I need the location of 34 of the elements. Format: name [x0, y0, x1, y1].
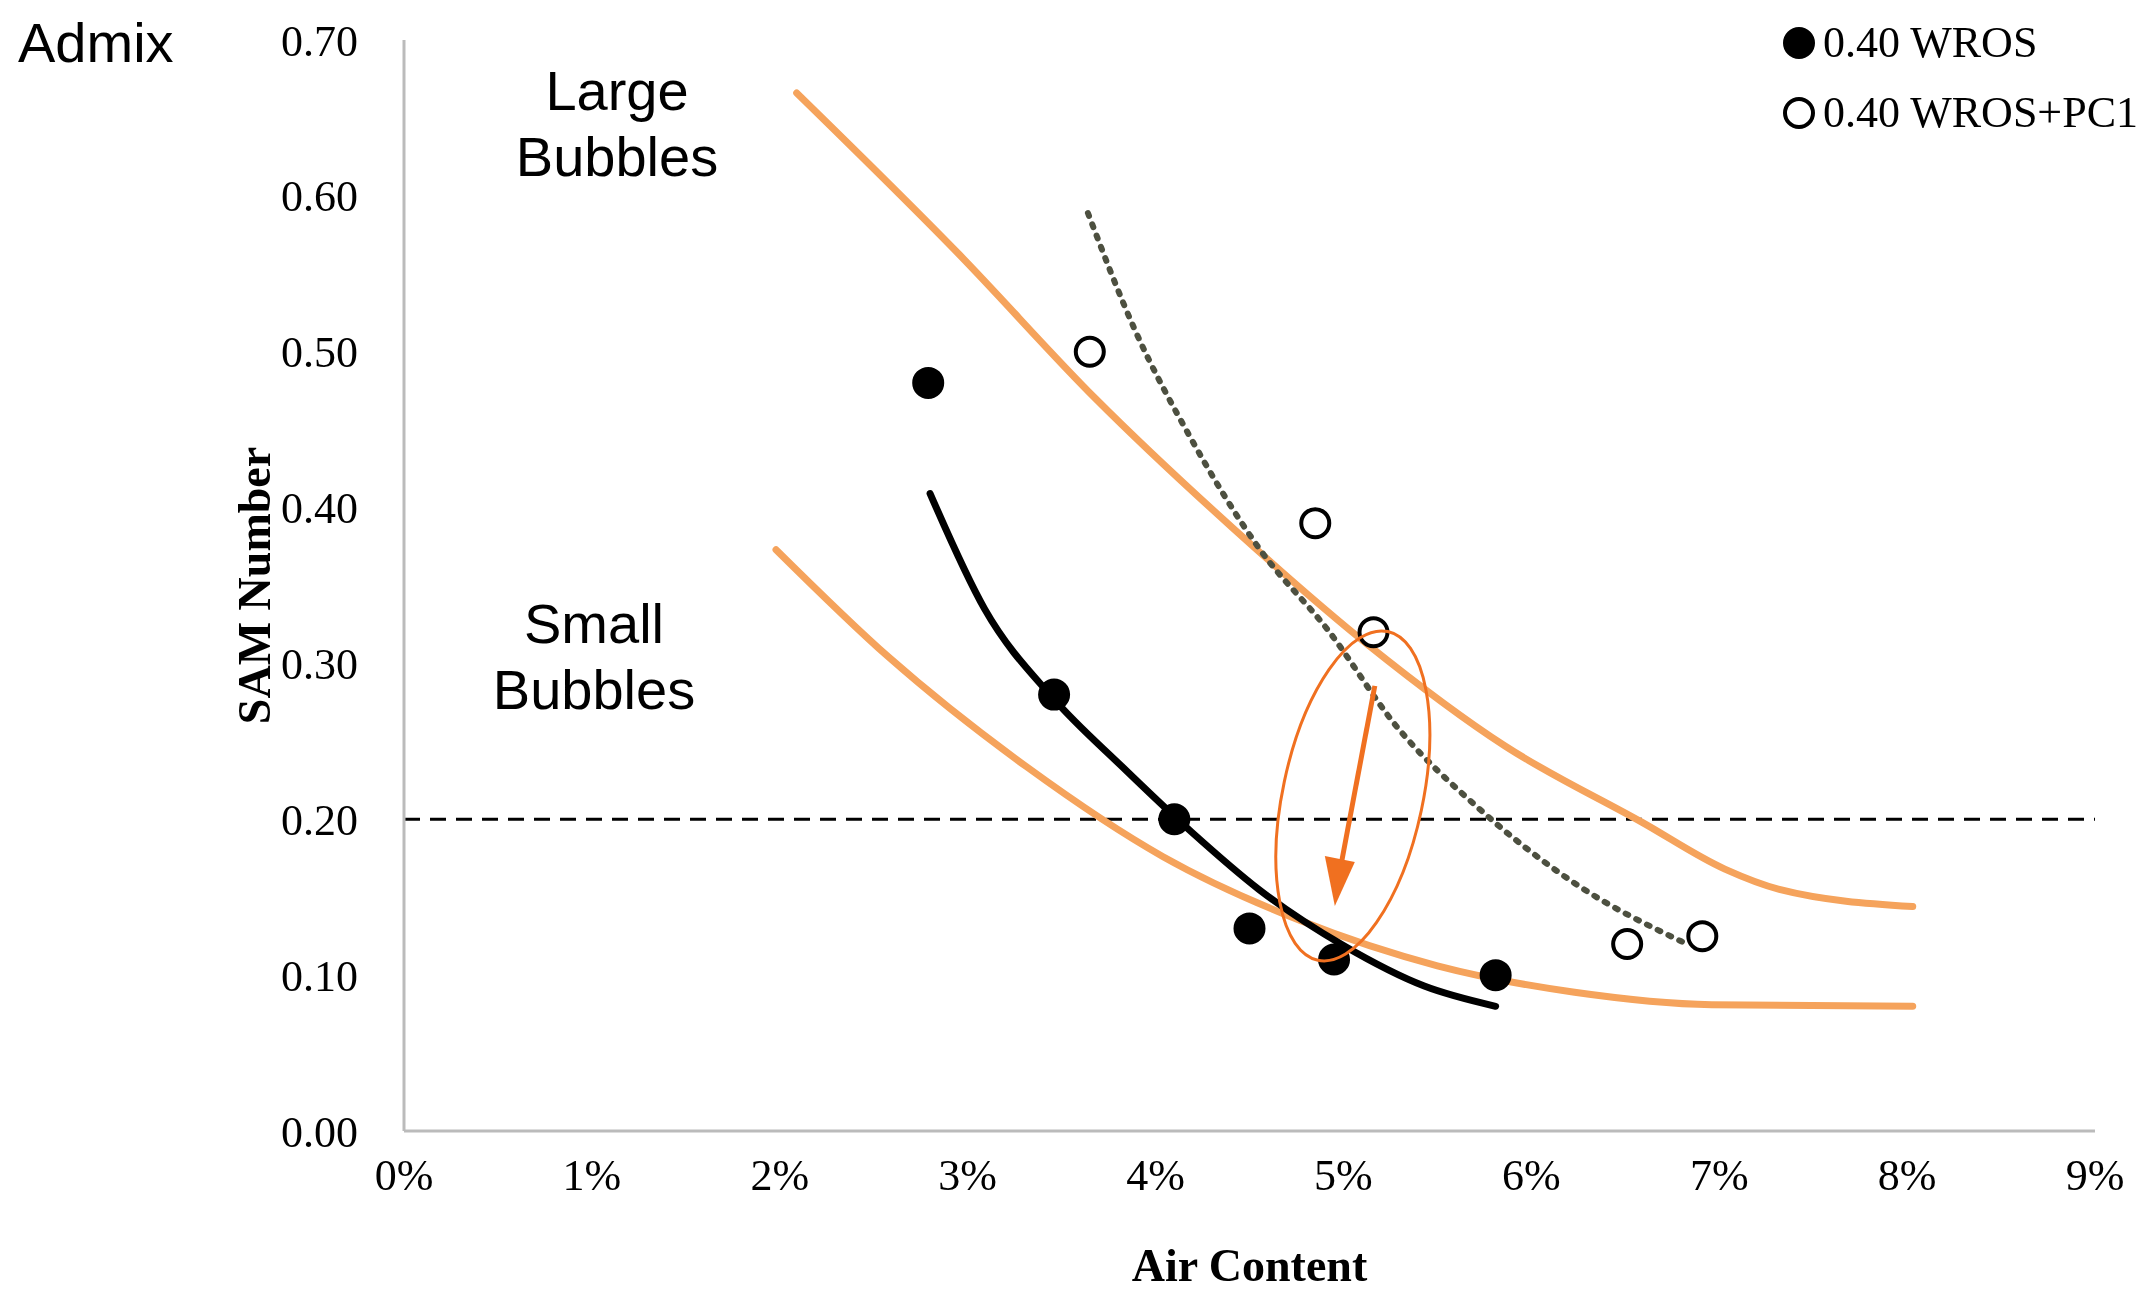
- x-tick-label: 2%: [750, 1151, 810, 1201]
- y-tick-label: 0.60: [281, 172, 358, 222]
- legend-label: 0.40 WROS: [1823, 17, 2038, 69]
- x-tick-label: 5%: [1314, 1151, 1373, 1201]
- legend-label: 0.40 WROS+PC1: [1823, 87, 2138, 139]
- point: [1611, 927, 1644, 960]
- x-tick-label: 0%: [374, 1151, 434, 1201]
- point: [1479, 959, 1512, 992]
- x-tick-label: 4%: [1126, 1151, 1185, 1201]
- x-tick-label: 3%: [938, 1151, 997, 1201]
- y-tick-label: 0.50: [281, 328, 358, 378]
- y-tick-label: 0.30: [281, 640, 358, 690]
- y-tick-label: 0.00: [281, 1107, 358, 1157]
- point: [1299, 507, 1332, 540]
- x-tick-label: 8%: [1877, 1151, 1937, 1201]
- y-tick-label: 0.20: [281, 795, 358, 845]
- y-axis-title: SAM Number: [229, 446, 281, 725]
- annotation: Large Bubbles: [514, 58, 720, 190]
- x-tick-label: 7%: [1689, 1151, 1749, 1201]
- y-tick-label: 0.40: [281, 484, 358, 534]
- point: [1038, 678, 1071, 711]
- point: [1233, 912, 1266, 945]
- x-axis-title: Air Content: [1131, 1240, 1368, 1291]
- x-tick-label: 1%: [562, 1151, 622, 1201]
- point: [912, 366, 945, 399]
- point: [1686, 920, 1719, 953]
- point: [1158, 803, 1191, 836]
- annotation: Small Bubbles: [491, 591, 697, 723]
- y-tick-label: 0.70: [281, 16, 358, 66]
- point: [1073, 335, 1106, 368]
- text: Admix: [18, 10, 174, 76]
- y-tick-label: 0.10: [281, 951, 358, 1001]
- x-tick-label: 6%: [1502, 1151, 1561, 1201]
- x-tick-label: 9%: [2065, 1151, 2125, 1201]
